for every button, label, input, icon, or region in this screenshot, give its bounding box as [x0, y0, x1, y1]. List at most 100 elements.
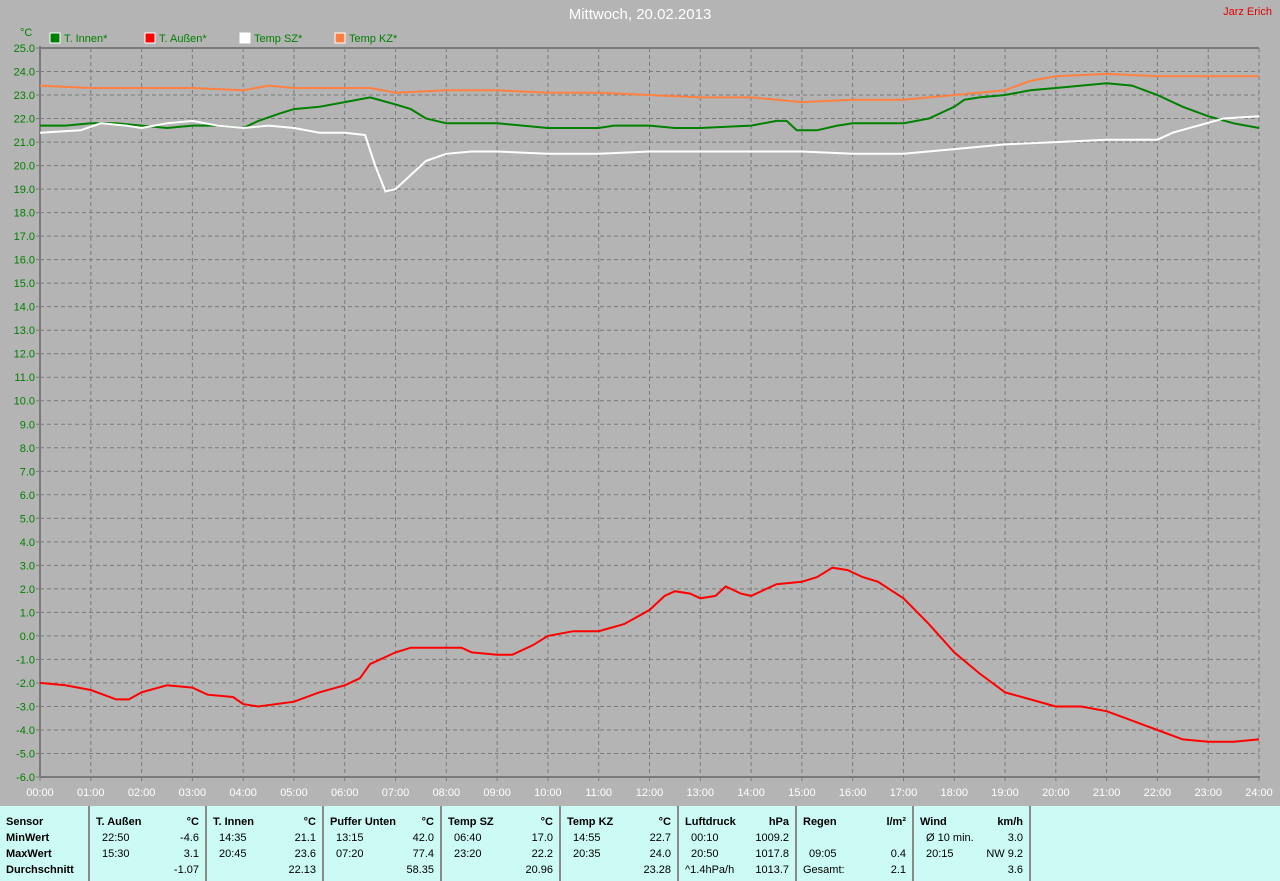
y-tick-label: 19.0: [14, 184, 35, 196]
min-cell: 3.0: [1007, 832, 1023, 844]
name-cell: Puffer Unten: [330, 816, 396, 828]
stat-column-t-innen: T. Innen °C 14:35 21.1 20:45 23.6 22.13: [207, 806, 324, 881]
x-tick-label: 17:00: [890, 787, 918, 799]
unit-cell: °C: [421, 816, 434, 828]
y-tick-label: 16.0: [14, 255, 35, 267]
name-cell: Luftdruck: [685, 816, 736, 828]
unit-cell: °C: [540, 816, 553, 828]
stat-column-puffer-unten: Puffer Unten °C 13:15 42.0 07:20 77.4 58.35: [324, 806, 442, 881]
avg-cell: 3.6: [1007, 864, 1023, 876]
legend-swatch: [49, 32, 61, 44]
legend-swatch: [334, 32, 346, 44]
y-tick-label: 10.0: [14, 396, 35, 408]
y-tick-label: 20.0: [14, 161, 35, 173]
x-tick-label: 19:00: [991, 787, 1019, 799]
temperature-chart: 25.0 24.0 23.0 22.0 21.0 20.0 19.0 18.0 17.0 16.0…: [14, 27, 1273, 799]
avg-cell: 22.13: [288, 864, 316, 876]
min-time-cell: Ø 10 min.: [926, 832, 974, 844]
y-tick-label: 15.0: [14, 278, 35, 290]
unit-cell: °C: [658, 816, 671, 828]
y-tick-label: 21.0: [14, 137, 35, 149]
unit-cell: hPa: [768, 816, 789, 828]
y-tick-label: 7.0: [20, 466, 35, 478]
x-tick-label: 18:00: [940, 787, 968, 799]
y-tick-label: 4.0: [20, 537, 35, 549]
max-cell: 3.1: [183, 848, 199, 860]
min-cell: -4.6: [180, 832, 199, 844]
y-tick-label: -3.0: [16, 701, 35, 713]
x-tick-label: 24:00: [1245, 787, 1273, 799]
y-tick-label: 18.0: [14, 208, 35, 220]
max-cell: 24.0: [649, 848, 671, 860]
min-time-cell: 14:35: [219, 832, 247, 844]
avg-cell: 58.35: [406, 864, 434, 876]
avg-cell: 2.1: [890, 864, 906, 876]
name-cell: Wind: [920, 816, 947, 828]
legend-label: T. Außen*: [159, 33, 207, 45]
min-cell: 1009.2: [755, 832, 789, 844]
min-cell: 21.1: [294, 832, 316, 844]
unit-cell: °C: [303, 816, 316, 828]
x-tick-label: 08:00: [433, 787, 461, 799]
name-cell: T. Innen: [213, 816, 254, 828]
x-tick-label: 11:00: [585, 787, 612, 799]
min-time-cell: 13:15: [336, 832, 364, 844]
x-tick-label: 12:00: [636, 787, 664, 799]
series-line-2: [39, 115, 1260, 193]
max-cell: 0.4: [890, 848, 906, 860]
unit-cell: °C: [186, 816, 199, 828]
min-cell: 17.0: [531, 832, 553, 844]
max-time-cell: 20:50: [691, 848, 719, 860]
min-cell: 22.7: [649, 832, 671, 844]
y-tick-label: 12.0: [14, 349, 35, 361]
legend-label: Temp SZ*: [254, 33, 303, 45]
y-tick-label: -1.0: [16, 654, 35, 666]
y-tick-label: 11.0: [14, 372, 35, 384]
max-cell: 23.6: [294, 848, 316, 860]
stat-column-wind: Wind km/h Ø 10 min. 3.0 20:15 NW 9.2 3.6: [914, 806, 1031, 881]
avg-label-cell: ^1.4hPa/h: [685, 864, 735, 876]
y-tick-label: 13.0: [14, 325, 35, 337]
y-tick-label: 5.0: [20, 513, 35, 525]
maxwert-label: MaxWert: [6, 848, 52, 860]
x-tick-label: 10:00: [534, 787, 562, 799]
x-tick-label: 14:00: [737, 787, 765, 799]
max-cell: 22.2: [531, 848, 553, 860]
max-cell: 1017.8: [755, 848, 789, 860]
max-time-cell: 07:20: [336, 848, 364, 860]
max-time-cell: 15:30: [102, 848, 130, 860]
x-tick-label: 16:00: [839, 787, 867, 799]
x-tick-label: 07:00: [382, 787, 410, 799]
x-tick-label: 13:00: [687, 787, 715, 799]
chart-title: Mittwoch, 20.02.2013: [568, 6, 712, 23]
row-labels-column: Sensor MinWert MaxWert Durchschnitt: [0, 806, 90, 881]
unit-cell: l/m²: [886, 816, 906, 828]
series-line-1: [39, 566, 1260, 743]
min-cell: 42.0: [412, 832, 434, 844]
min-time-cell: 06:40: [454, 832, 482, 844]
statistics-table: Sensor MinWert MaxWert Durchschnitt T. A…: [0, 806, 1280, 881]
y-tick-label: 8.0: [20, 443, 35, 455]
y-tick-label: 24.0: [14, 67, 35, 79]
x-tick-label: 01:00: [77, 787, 105, 799]
stat-column-temp-kz: Temp KZ °C 14:55 22.7 20:35 24.0 23.28: [561, 806, 679, 881]
x-tick-label: 09:00: [483, 787, 511, 799]
x-tick-label: 06:00: [331, 787, 359, 799]
x-tick-label: 21:00: [1093, 787, 1121, 799]
min-time-cell: 22:50: [102, 832, 130, 844]
y-tick-label: 9.0: [20, 419, 35, 431]
series-line-0: [40, 82, 1260, 132]
sensor-header: Sensor: [6, 816, 44, 828]
avg-cell: 1013.7: [755, 864, 789, 876]
min-time-cell: 14:55: [573, 832, 601, 844]
name-cell: Regen: [803, 816, 837, 828]
stat-column-temp-sz: Temp SZ °C 06:40 17.0 23:20 22.2 20.96: [442, 806, 561, 881]
legend-label: T. Innen*: [64, 33, 108, 45]
x-tick-label: 15:00: [788, 787, 816, 799]
max-cell: NW 9.2: [986, 848, 1023, 860]
x-tick-label: 04:00: [229, 787, 257, 799]
legend-swatch: [144, 32, 156, 44]
minwert-label: MinWert: [6, 832, 50, 844]
y-tick-label: 14.0: [14, 302, 35, 314]
y-tick-label: 17.0: [14, 231, 35, 243]
